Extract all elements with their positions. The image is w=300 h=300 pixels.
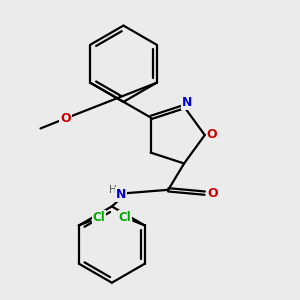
Text: H: H: [109, 185, 117, 196]
Text: Cl: Cl: [118, 211, 131, 224]
Text: N: N: [116, 188, 126, 201]
Text: Cl: Cl: [92, 211, 105, 224]
Text: O: O: [207, 187, 218, 200]
Text: O: O: [60, 112, 71, 125]
Text: N: N: [182, 96, 192, 109]
Text: O: O: [207, 128, 218, 141]
